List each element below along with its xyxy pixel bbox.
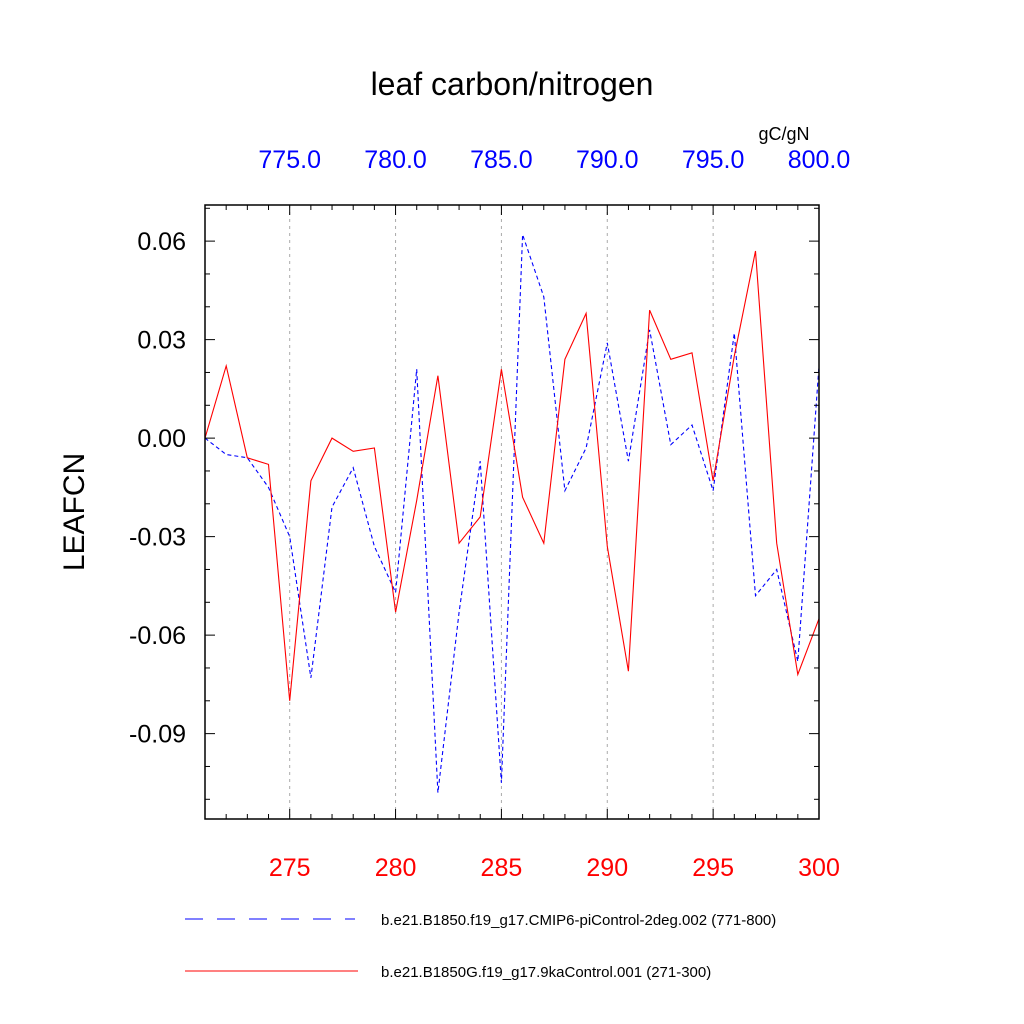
plot-frame	[204, 204, 820, 820]
x-top-tick-label: 795.0	[682, 146, 745, 174]
y-tick-label: -0.06	[129, 622, 186, 650]
y-tick-label: 0.00	[137, 425, 186, 453]
axis-layer: 275 280 285 290 295 300 775.0 780.0 785.0 790.0 79…	[129, 146, 850, 882]
legend-label-red: b.e21.B1850G.f19_g17.9kaControl.001 (271…	[381, 964, 711, 981]
y-tick-label: -0.03	[129, 524, 186, 552]
x-bottom-tick-label: 275	[269, 854, 311, 882]
y-tick-label: -0.09	[129, 721, 186, 749]
x-top-tick-label: 800.0	[788, 146, 851, 174]
x-bottom-tick-label: 290	[586, 854, 628, 882]
grid-layer	[289, 205, 714, 819]
x-bottom-tick-label: 285	[481, 854, 523, 882]
legend-label-blue: b.e21.B1850.f19_g17.CMIP6-piControl-2deg…	[381, 912, 776, 929]
x-top-tick-label: 775.0	[258, 146, 321, 174]
x-top-tick-label: 790.0	[576, 146, 639, 174]
y-axis-label: LEAFCN	[58, 453, 91, 571]
series-line-blue	[204, 234, 820, 793]
x-bottom-tick-label: 295	[692, 854, 734, 882]
legend: b.e21.B1850.f19_g17.CMIP6-piControl-2deg…	[185, 912, 776, 981]
x-bottom-tick-label: 300	[798, 854, 840, 882]
series-layer	[204, 234, 820, 793]
y-tick-label: 0.06	[137, 228, 186, 256]
x-top-tick-label: 780.0	[364, 146, 427, 174]
chart-title: leaf carbon/nitrogen	[371, 66, 654, 102]
y-tick-label: 0.03	[137, 327, 186, 355]
units-label: gC/gN	[758, 124, 809, 144]
x-bottom-tick-label: 280	[375, 854, 417, 882]
series-line-red	[204, 250, 820, 701]
x-top-tick-label: 785.0	[470, 146, 533, 174]
